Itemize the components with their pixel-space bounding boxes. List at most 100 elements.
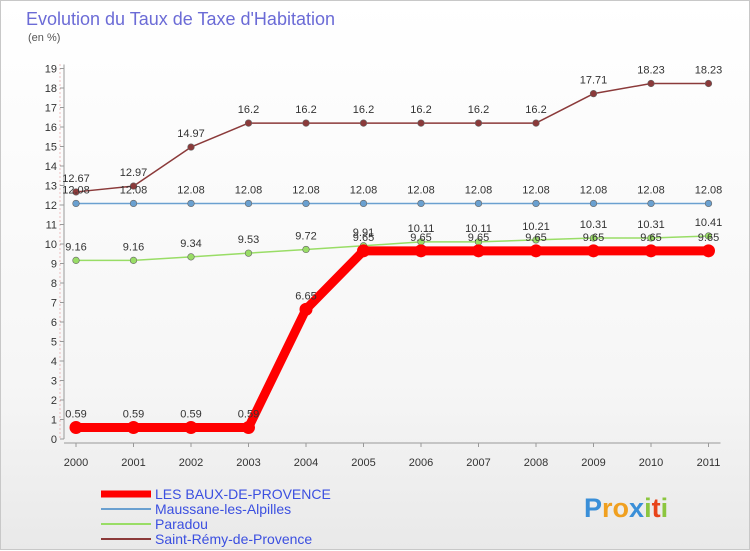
logo-letter: P [584, 493, 602, 523]
data-point [529, 244, 543, 258]
data-point [187, 143, 195, 151]
data-point [647, 234, 655, 242]
data-label: 17.71 [580, 75, 608, 87]
data-point [184, 420, 198, 434]
data-point [359, 199, 368, 208]
data-point [187, 253, 195, 261]
data-label: 16.2 [410, 104, 431, 116]
legend-label: Saint-Rémy-de-Provence [155, 531, 312, 547]
data-point [704, 199, 713, 208]
x-tick-label: 2002 [179, 457, 203, 469]
logo-letter: i [661, 493, 669, 523]
x-tick-label: 2001 [121, 457, 145, 469]
data-point [647, 199, 655, 208]
proxiti-logo: Proxiti [584, 493, 668, 523]
y-tick-label: 8 [51, 278, 57, 290]
data-point [474, 199, 483, 208]
data-point [702, 244, 715, 258]
x-tick-label: 2008 [524, 457, 548, 469]
y-tick-label: 10 [45, 239, 57, 251]
y-tick-label: 19 [45, 64, 57, 76]
data-point [417, 199, 425, 208]
data-label: 9.65 [640, 232, 661, 244]
data-point [129, 256, 138, 264]
data-point [589, 234, 598, 242]
y-tick-label: 7 [51, 298, 57, 310]
data-point [532, 236, 540, 244]
data-point [244, 249, 253, 257]
data-label: 16.2 [295, 104, 316, 116]
data-point [532, 199, 540, 208]
data-label: 12.08 [350, 184, 378, 196]
data-point [589, 199, 598, 208]
x-tick-label: 2010 [639, 457, 663, 469]
data-point [187, 199, 195, 208]
series-layer [69, 79, 715, 434]
y-tick-label: 15 [45, 142, 57, 154]
data-point [302, 245, 310, 254]
series-line-paradou [75, 235, 710, 262]
data-label: 9.72 [295, 230, 316, 242]
data-label: 9.53 [238, 234, 259, 246]
logo-letter: t [652, 493, 661, 523]
data-point [589, 90, 598, 98]
y-tick-label: 18 [45, 83, 57, 95]
data-point [242, 420, 255, 434]
y-tick-label: 2 [51, 395, 57, 407]
x-tick-label: 2007 [466, 457, 490, 469]
chart-subtitle: (en %) [28, 32, 60, 44]
legend: LES BAUX-DE-PROVENCEMaussane-les-Alpille… [101, 486, 331, 547]
data-label: 18.23 [695, 65, 723, 77]
logo-letter: i [644, 493, 652, 523]
data-label: 9.65 [698, 232, 719, 244]
x-tick-label: 2005 [351, 457, 375, 469]
y-tick-label: 11 [46, 220, 57, 232]
data-label: 9.16 [65, 241, 86, 253]
data-point [359, 119, 368, 127]
data-point [69, 420, 83, 434]
data-point [644, 244, 658, 258]
data-point [127, 420, 140, 434]
legend-label: Maussane-les-Alpilles [155, 501, 291, 517]
data-label: 12.08 [580, 184, 608, 196]
data-label: 10.31 [637, 219, 665, 231]
data-point [72, 188, 80, 196]
data-label: 10.31 [580, 219, 608, 231]
data-point [72, 199, 80, 208]
data-label: 10.21 [522, 221, 550, 233]
data-point [302, 119, 310, 127]
x-tick-label: 2004 [294, 457, 318, 469]
data-label: 9.34 [180, 238, 201, 250]
data-label: 18.23 [637, 65, 665, 77]
data-label: 12.08 [292, 184, 320, 196]
x-tick-label: 2006 [409, 457, 433, 469]
data-point [532, 119, 540, 127]
data-point [129, 182, 138, 190]
logo-letter: o [613, 493, 630, 523]
data-point [414, 244, 428, 258]
y-tick-label: 6 [51, 317, 57, 329]
data-label: 16.2 [238, 104, 259, 116]
data-label: 12.08 [235, 184, 263, 196]
data-label: 9.91 [353, 227, 374, 239]
data-label: 12.08 [177, 184, 205, 196]
data-point [704, 232, 713, 240]
legend-label: Paradou [155, 516, 208, 532]
data-labels: 0.59 0.59 0.59 0.59 6.65 9.65 9.65 9.65 9.65 9.65… [62, 65, 722, 421]
data-label: 9.65 [353, 232, 374, 244]
data-label: 12.67 [62, 173, 90, 185]
data-label: 16.2 [353, 104, 374, 116]
y-tick-label: 9 [51, 259, 57, 271]
y-tick-label: 1 [51, 415, 57, 427]
y-tick-label: 4 [51, 356, 57, 368]
data-label: 10.11 [408, 223, 435, 235]
data-label: 14.97 [177, 128, 205, 140]
logo-letter: x [629, 493, 644, 523]
data-point [72, 256, 80, 264]
legend-label: LES BAUX-DE-PROVENCE [155, 486, 331, 502]
y-tick-label: 13 [45, 181, 57, 193]
y-tick-label: 12 [45, 200, 57, 212]
data-label: 12.97 [120, 167, 148, 179]
